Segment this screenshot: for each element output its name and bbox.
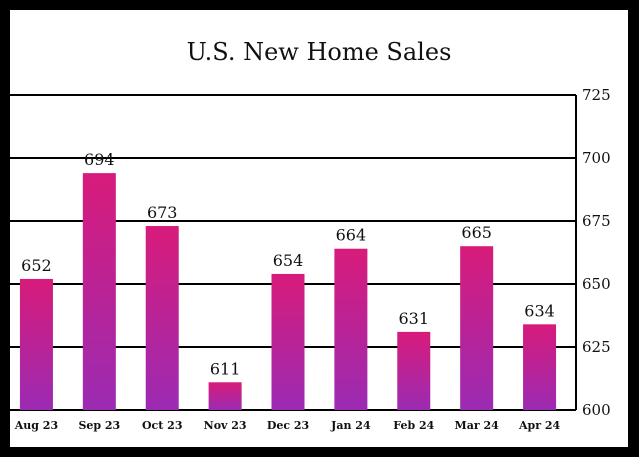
- bar: [145, 226, 179, 410]
- data-label: 665: [461, 223, 492, 242]
- data-label: 634: [524, 301, 555, 320]
- x-tick-label: Apr 24: [518, 419, 561, 432]
- x-tick-label: Jan 24: [330, 419, 371, 432]
- bar: [523, 324, 557, 410]
- bar: [208, 382, 242, 410]
- bar: [82, 173, 116, 410]
- data-label: 611: [210, 359, 241, 378]
- data-label: 664: [336, 226, 367, 245]
- x-tick-label: Feb 24: [393, 419, 434, 432]
- x-tick-label: Nov 23: [204, 419, 247, 432]
- y-tick-label: 600: [582, 401, 611, 419]
- y-tick-label: 725: [582, 86, 611, 104]
- bar: [397, 331, 431, 410]
- data-label: 673: [147, 203, 178, 222]
- y-tick-label: 650: [582, 275, 611, 293]
- data-label: 652: [21, 256, 52, 275]
- bar: [460, 246, 494, 410]
- x-tick-label: Mar 24: [455, 419, 500, 432]
- x-tick-label: Oct 23: [142, 419, 183, 432]
- y-tick-label: 700: [582, 149, 611, 167]
- data-label: 694: [84, 150, 115, 169]
- data-label: 631: [399, 309, 430, 328]
- bar: [19, 278, 53, 410]
- y-tick-label: 675: [582, 212, 611, 230]
- x-tick-label: Sep 23: [78, 419, 120, 432]
- x-tick-label: Aug 23: [14, 419, 58, 432]
- y-tick-label: 625: [582, 338, 611, 356]
- data-label: 654: [273, 251, 304, 270]
- x-tick-label: Dec 23: [267, 419, 309, 432]
- bar: [334, 248, 368, 410]
- chart-title: U.S. New Home Sales: [186, 38, 452, 66]
- bar: [271, 273, 305, 410]
